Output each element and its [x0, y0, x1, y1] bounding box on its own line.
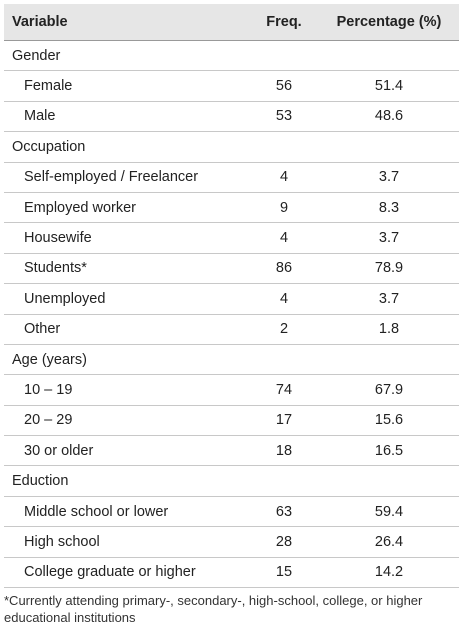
- data-row: Male 53 48.6: [4, 101, 459, 133]
- variable-cell: Students*: [4, 253, 249, 285]
- footnote: *Currently attending primary-, secondary…: [4, 593, 423, 625]
- freq-cell: 63: [249, 496, 319, 528]
- header-cell: Percentage (%): [319, 4, 459, 41]
- variable-cell: 10 – 19: [4, 374, 249, 406]
- variable-cell: Other: [4, 314, 249, 345]
- freq-cell: 74: [249, 374, 319, 406]
- data-row: Housewife 4 3.7: [4, 222, 459, 254]
- table-container: Variable Freq. Percentage (%) Gender Fema…: [4, 4, 459, 589]
- variable-cell: 20 – 29: [4, 405, 249, 437]
- table-body: Gender Female 56 51.4 Male 53 48.6 Occupation Se…: [4, 40, 459, 589]
- section-row: Occupation: [4, 131, 459, 163]
- section-label: Eduction: [4, 465, 459, 497]
- percentage-cell: 78.9: [319, 253, 459, 285]
- variable-cell: College graduate or higher: [4, 557, 249, 589]
- variable-cell: Middle school or lower: [4, 496, 249, 528]
- variable-cell: 30 or older: [4, 435, 249, 467]
- header-row: Variable Freq. Percentage (%): [4, 4, 459, 41]
- freq-cell: 17: [249, 405, 319, 437]
- freq-cell: 18: [249, 435, 319, 467]
- freq-cell: 15: [249, 557, 319, 589]
- freq-cell: 56: [249, 70, 319, 102]
- section-label: Age (years): [4, 344, 459, 376]
- freq-cell: 4: [249, 283, 319, 315]
- section-row: Gender: [4, 40, 459, 72]
- percentage-cell: 48.6: [319, 101, 459, 133]
- percentage-cell: 15.6: [319, 405, 459, 437]
- variable-cell: High school: [4, 526, 249, 558]
- percentage-cell: 14.2: [319, 557, 459, 589]
- data-row: Employed worker 9 8.3: [4, 192, 459, 224]
- variable-cell: Unemployed: [4, 283, 249, 315]
- data-row: 20 – 29 17 15.6: [4, 405, 459, 437]
- section-label: Gender: [4, 40, 459, 72]
- data-row: Unemployed 4 3.7: [4, 283, 459, 315]
- freq-cell: 86: [249, 253, 319, 285]
- data-row: College graduate or higher 15 14.2: [4, 557, 459, 589]
- section-row: Age (years): [4, 344, 459, 376]
- percentage-cell: 3.7: [319, 283, 459, 315]
- data-row: Other 2 1.8: [4, 314, 459, 345]
- freq-cell: 4: [249, 162, 319, 193]
- variable-cell: Employed worker: [4, 192, 249, 224]
- section-label: Occupation: [4, 131, 459, 163]
- data-row: High school 28 26.4: [4, 526, 459, 558]
- percentage-cell: 3.7: [319, 162, 459, 193]
- data-row: 30 or older 18 16.5: [4, 435, 459, 467]
- header-cell: Freq.: [249, 4, 319, 41]
- freq-cell: 4: [249, 222, 319, 254]
- percentage-cell: 67.9: [319, 374, 459, 406]
- freq-cell: 53: [249, 101, 319, 133]
- percentage-cell: 1.8: [319, 314, 459, 345]
- variable-cell: Female: [4, 70, 249, 102]
- section-row: Eduction: [4, 465, 459, 497]
- percentage-cell: 51.4: [319, 70, 459, 102]
- variable-cell: Male: [4, 101, 249, 133]
- percentage-cell: 3.7: [319, 222, 459, 254]
- header-cell: Variable: [4, 4, 249, 41]
- variable-cell: Self-employed / Freelancer: [4, 162, 249, 193]
- table: Variable Freq. Percentage (%) Gender Fema…: [4, 4, 459, 589]
- percentage-cell: 26.4: [319, 526, 459, 558]
- freq-cell: 2: [249, 314, 319, 345]
- variable-cell: Housewife: [4, 222, 249, 254]
- freq-cell: 28: [249, 526, 319, 558]
- data-row: Female 56 51.4: [4, 70, 459, 102]
- percentage-cell: 16.5: [319, 435, 459, 467]
- freq-cell: 9: [249, 192, 319, 224]
- percentage-cell: 8.3: [319, 192, 459, 224]
- data-row: 10 – 19 74 67.9: [4, 374, 459, 406]
- data-row: Students* 86 78.9: [4, 253, 459, 285]
- data-row: Self-employed / Freelancer 4 3.7: [4, 162, 459, 193]
- data-row: Middle school or lower 63 59.4: [4, 496, 459, 528]
- percentage-cell: 59.4: [319, 496, 459, 528]
